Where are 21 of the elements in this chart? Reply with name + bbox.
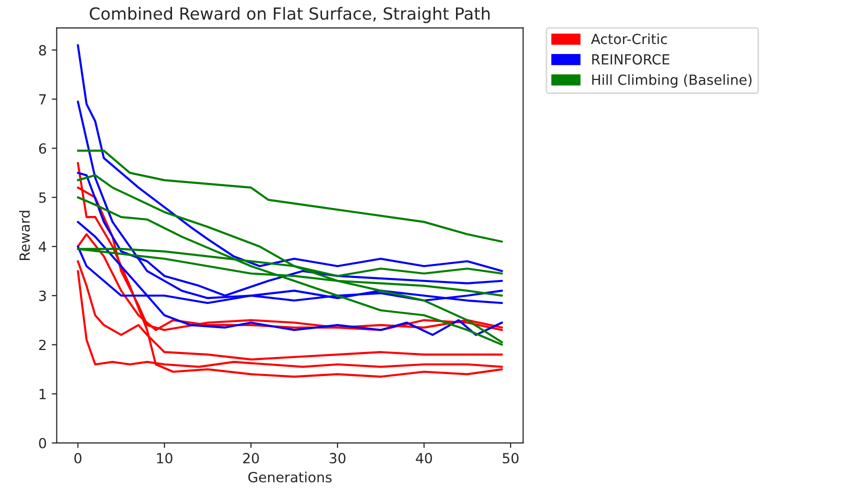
chart-title: Combined Reward on Flat Surface, Straight Path [90, 6, 490, 24]
legend-label: Hill Climbing (Baseline) [592, 74, 752, 88]
y-tick-label: 1 [40, 388, 46, 400]
y-tick-label: 2 [39, 340, 46, 350]
y-tick-label: 5 [39, 192, 46, 203]
legend-label: REINFORCE [592, 54, 670, 65]
x-tick-label: 40 [416, 452, 432, 464]
y-tick-label: 3 [39, 290, 46, 302]
x-tick-label: 20 [243, 452, 259, 464]
y-axis-title: Reward [19, 210, 30, 260]
x-tick-label: 0 [74, 452, 82, 464]
x-axis-title: Generations [248, 472, 332, 482]
y-tick-label: 4 [38, 242, 46, 252]
y-tick-label: 6 [39, 143, 46, 154]
x-tick-label: 30 [330, 452, 346, 464]
y-tick-label: 0 [39, 438, 46, 448]
legend-label: Actor-Critic [591, 33, 667, 44]
x-tick-label: 10 [157, 452, 172, 464]
y-tick-label: 8 [39, 45, 46, 56]
x-tick-label: 50 [502, 452, 518, 464]
y-tick-label: 7 [39, 94, 46, 104]
